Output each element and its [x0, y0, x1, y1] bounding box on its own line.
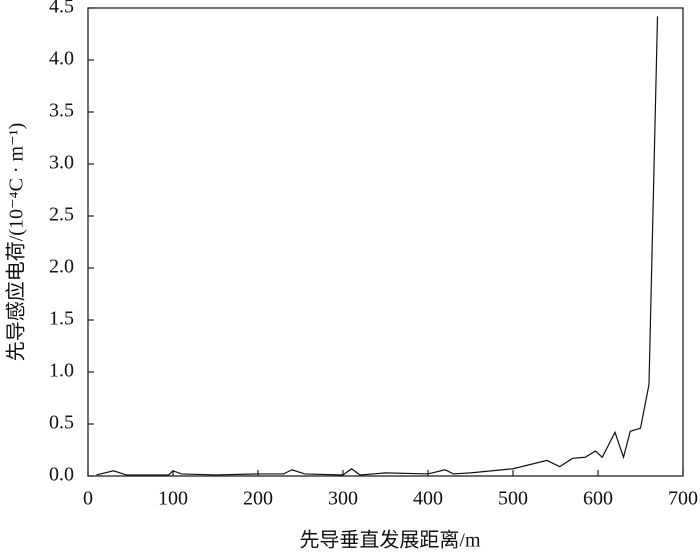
- x-tick-label: 400: [413, 488, 443, 510]
- y-tick-label: 1.5: [49, 308, 74, 330]
- y-tick-label: 2.5: [49, 204, 74, 226]
- y-tick-label: 1.0: [49, 360, 74, 382]
- x-tick-label: 100: [158, 488, 188, 510]
- x-tick-label: 500: [498, 488, 528, 510]
- x-axis-label: 先导垂直发展距离/m: [299, 529, 481, 552]
- y-axis-label: 先导感应电荷/(10⁻⁴C · m⁻¹): [5, 123, 28, 362]
- y-tick-label: 3.0: [49, 152, 74, 174]
- plot-frame: [87, 7, 684, 477]
- x-tick-label: 200: [243, 488, 273, 510]
- y-tick-label: 0.0: [49, 464, 74, 486]
- x-tick-label: 700: [668, 488, 698, 510]
- y-tick-label: 4.5: [49, 0, 74, 18]
- data-line: [96, 16, 659, 476]
- x-tick-label: 300: [328, 488, 358, 510]
- y-tick-label: 4.0: [49, 48, 74, 70]
- y-tick-label: 3.5: [49, 100, 74, 122]
- y-tick-label: 2.0: [49, 256, 74, 278]
- x-tick-label: 600: [583, 488, 613, 510]
- y-tick-label: 0.5: [49, 412, 74, 434]
- x-tick-label: 0: [83, 488, 93, 510]
